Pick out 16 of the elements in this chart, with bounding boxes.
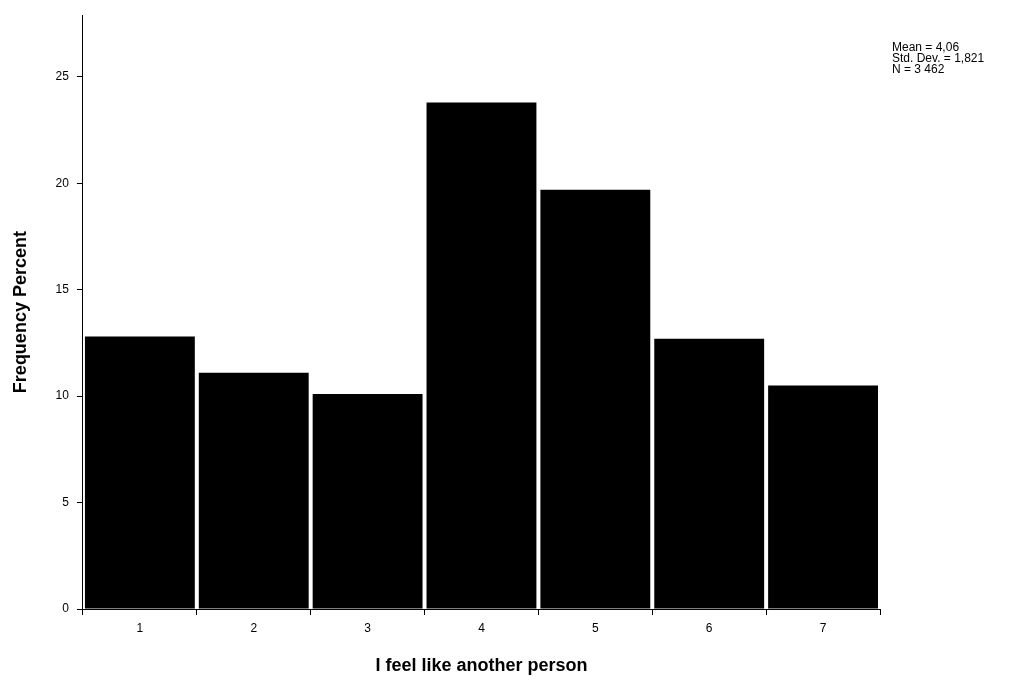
- text: N = 3 462: [892, 62, 945, 77]
- x-axis-title: I feel like another person: [375, 655, 588, 676]
- y-tick-label: 20: [55, 175, 70, 190]
- y-tick-label: 15: [55, 282, 70, 297]
- x-tick-label: 1: [136, 620, 144, 635]
- x-tick-label: 2: [250, 620, 258, 635]
- x-tick-label: 3: [364, 620, 372, 635]
- x-tick-label: 4: [478, 620, 486, 635]
- y-tick-label: 25: [55, 69, 70, 84]
- x-tick-label: 6: [705, 620, 713, 635]
- y-tick-label: 10: [55, 388, 70, 403]
- x-tick-label: 7: [819, 620, 827, 635]
- y-tick-label: 0: [62, 601, 70, 616]
- y-tick-label: 5: [62, 494, 70, 509]
- x-tick-label: 5: [591, 620, 599, 635]
- y-axis-title: Frequency Percent: [9, 231, 30, 394]
